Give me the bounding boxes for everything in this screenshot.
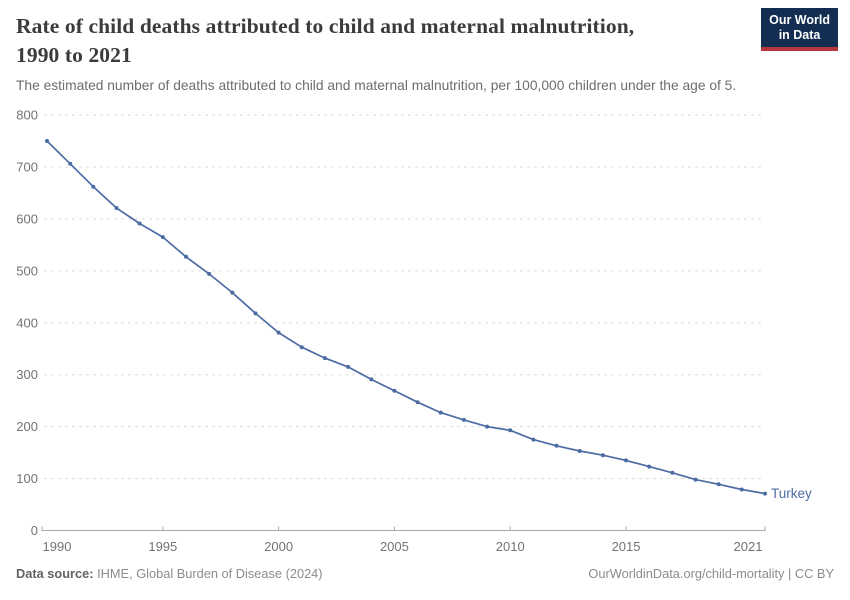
y-tick-label: 800 <box>16 108 38 123</box>
data-point[interactable] <box>763 491 767 496</box>
data-point[interactable] <box>91 184 96 189</box>
data-point[interactable] <box>624 458 628 463</box>
x-tick-label: 2000 <box>264 539 293 554</box>
data-line[interactable] <box>46 140 766 495</box>
data-point[interactable] <box>392 388 397 393</box>
data-point[interactable] <box>577 449 582 453</box>
data-point[interactable] <box>600 453 605 458</box>
data-source: Data source: IHME, Global Burden of Dise… <box>16 566 323 582</box>
chart-footer: Data source: IHME, Global Burden of Dise… <box>16 566 834 582</box>
y-tick-label: 500 <box>16 263 38 278</box>
chart-title-line1: Rate of child deaths attributed to child… <box>16 14 635 38</box>
data-point[interactable] <box>45 139 49 143</box>
data-point[interactable] <box>322 356 327 361</box>
data-point[interactable] <box>647 464 652 469</box>
x-tick-label: 1990 <box>43 539 72 554</box>
data-point[interactable] <box>739 487 744 492</box>
data-point[interactable] <box>253 311 258 316</box>
chart-subtitle: The estimated number of deaths attribute… <box>16 78 737 93</box>
data-source-label: Data source: <box>16 566 94 581</box>
y-tick-label: 600 <box>16 211 38 226</box>
x-tick-label: 2021 <box>734 539 763 554</box>
data-point[interactable] <box>230 290 235 295</box>
data-point[interactable] <box>415 400 420 405</box>
data-point[interactable] <box>554 443 559 448</box>
data-point[interactable] <box>207 271 212 276</box>
x-tick-label: 2015 <box>612 539 641 554</box>
y-tick-label: 400 <box>16 315 38 330</box>
x-tick-label: 1995 <box>148 539 177 554</box>
data-point[interactable] <box>670 470 675 475</box>
data-point[interactable] <box>346 364 351 369</box>
data-point[interactable] <box>299 345 304 350</box>
data-point[interactable] <box>485 424 490 429</box>
owid-logo-line1: Our World <box>769 13 830 27</box>
x-tick-label: 2005 <box>380 539 409 554</box>
data-point[interactable] <box>369 377 374 382</box>
data-source-value: IHME, Global Burden of Disease (2024) <box>93 566 323 581</box>
x-tick-label: 2010 <box>496 539 525 554</box>
y-tick-label: 700 <box>16 159 38 174</box>
data-point[interactable] <box>137 221 142 226</box>
data-point[interactable] <box>716 482 721 487</box>
data-point[interactable] <box>461 417 466 422</box>
data-point[interactable] <box>160 235 165 240</box>
y-tick-label: 0 <box>31 523 38 538</box>
data-point[interactable] <box>184 254 188 259</box>
data-point[interactable] <box>693 477 698 482</box>
y-tick-label: 100 <box>16 471 38 486</box>
data-point[interactable] <box>114 206 119 210</box>
x-axis-line <box>41 526 766 531</box>
owid-link[interactable]: OurWorldinData.org/child-mortality | CC … <box>588 566 834 581</box>
data-point[interactable] <box>68 161 73 166</box>
data-point[interactable] <box>438 410 443 415</box>
chart-title: Rate of child deaths attributed to child… <box>16 12 751 70</box>
data-point[interactable] <box>276 330 281 335</box>
series-end-label[interactable]: Turkey <box>771 486 812 501</box>
y-tick-label: 300 <box>16 367 38 382</box>
owid-logo[interactable]: Our World in Data <box>761 8 838 51</box>
chart-title-line2: 1990 to 2021 <box>16 43 132 67</box>
y-tick-label: 200 <box>16 419 38 434</box>
owid-logo-line2: in Data <box>778 28 821 42</box>
data-point[interactable] <box>531 437 536 442</box>
data-point[interactable] <box>508 428 513 433</box>
